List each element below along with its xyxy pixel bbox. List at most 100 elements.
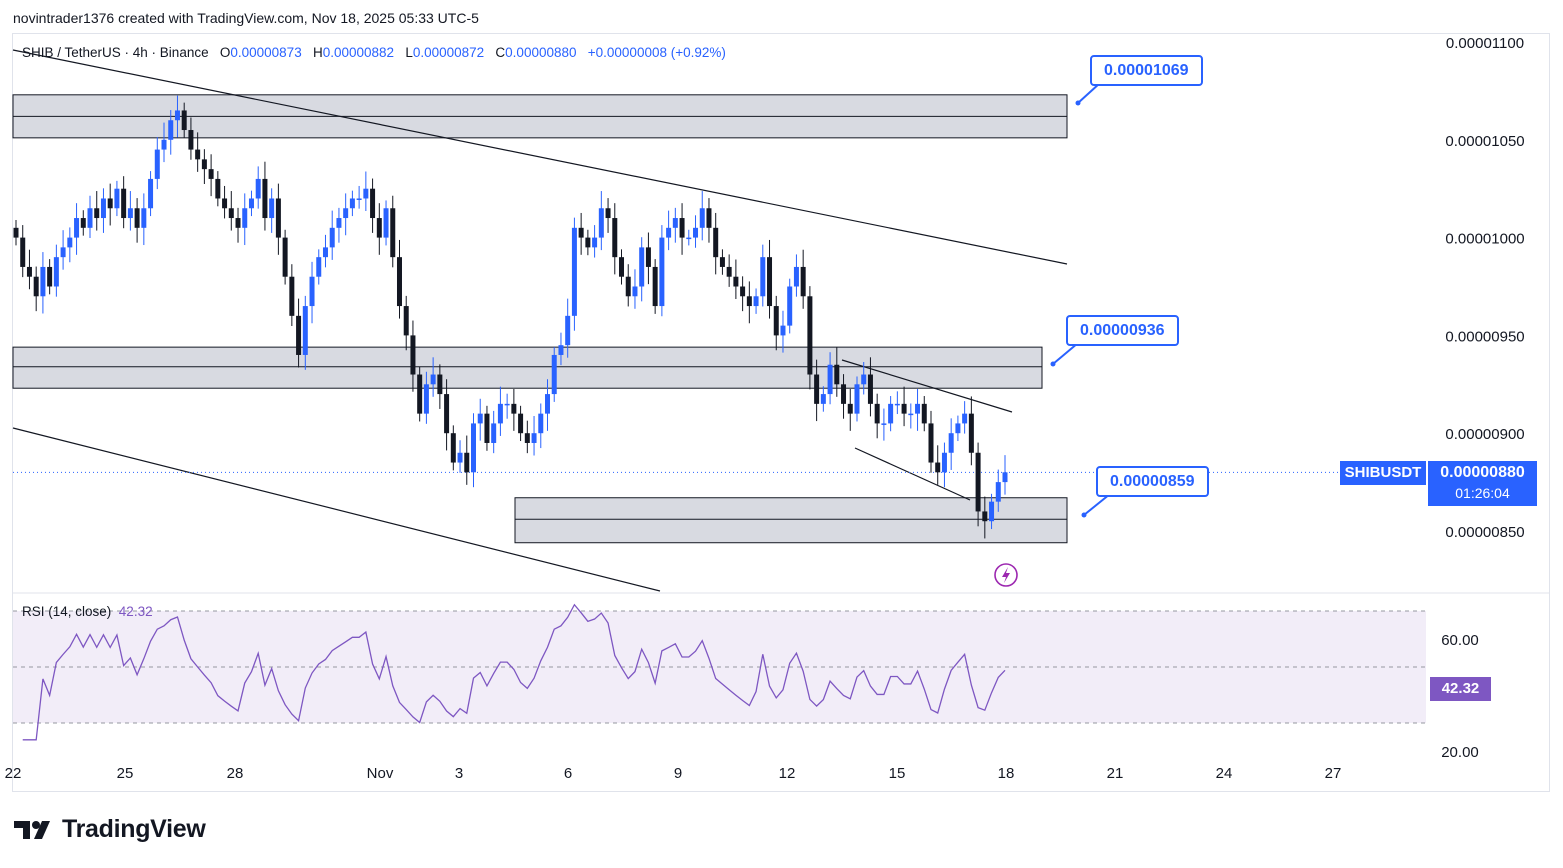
candle-body [854,384,860,414]
callout-pointer [1077,82,1101,104]
candle-body [1002,472,1008,483]
zone-box [12,346,1043,389]
candle-body [955,423,961,434]
candle-body [161,139,167,150]
candle-body [174,110,180,121]
callout-anchor-dot [1050,361,1056,367]
candle-body [47,266,53,287]
brand-name: TradingView [62,815,206,843]
candle-body [713,227,719,258]
candle-body [780,325,786,336]
legend-low-value: 0.00000872 [412,45,485,60]
candle-body [894,403,900,406]
time-tick-label: 28 [227,765,244,782]
candle-body [820,394,826,404]
candle-body [746,296,752,307]
candle-body [188,130,194,150]
candle-body [33,276,39,297]
candle-body [639,247,645,287]
candle-body [612,218,618,258]
candle-body [921,403,927,424]
lightning-icon-bolt [1002,567,1010,583]
candle-body [908,413,914,416]
callout-lower-zone[interactable]: 0.00000859 [1096,466,1209,497]
candle-body [726,266,732,277]
candle-body [208,169,214,179]
callout-upper-zone[interactable]: 0.00001069 [1090,55,1203,86]
last-price-value: 0.00000880 [1440,464,1525,481]
legend-high-label: H [312,45,323,60]
candle-body [968,413,974,453]
time-tick-label: 21 [1107,765,1124,782]
candle-body [693,227,699,238]
candle-body [941,452,947,473]
candle-body [773,306,779,336]
candle-body [26,266,32,277]
candle-body [807,296,813,375]
brand[interactable]: TradingView [14,815,206,844]
candle-body [127,208,133,219]
candle-body [672,218,678,228]
candle-body [834,364,840,385]
candle-body [154,149,160,179]
candle-body [444,394,450,434]
candle-body [652,266,658,307]
candle-body [484,413,490,443]
symbol-tag: SHIBUSDT [1340,461,1426,485]
time-tick-label: 22 [5,765,22,782]
legend-close-label: C [495,45,506,60]
candle-body [598,208,604,238]
candle-body [282,237,288,277]
candle-body [53,257,59,287]
candle-body [40,266,46,297]
candle-body [181,110,187,131]
candle-body [605,208,611,219]
candle-body [100,198,106,219]
time-tick-label: 24 [1216,765,1233,782]
time-tick-label: 25 [117,765,134,782]
time-tick-label: 3 [455,765,463,782]
candle-body [403,306,409,336]
candle-body [248,198,254,209]
candle-body [121,188,127,219]
candle-body [800,266,806,297]
candle-body [370,188,376,219]
legend-open-value: 0.00000873 [230,45,302,60]
candle-body [982,511,988,522]
rsi-tick-label: 60.00 [1441,632,1479,649]
candle-body [861,374,867,385]
candle-body [787,286,793,326]
candle-body [464,452,470,473]
candle-body [767,257,773,307]
candle-body [841,384,847,404]
candle-body [948,433,954,453]
candle-body [793,266,799,287]
callout-middle-zone[interactable]: 0.00000936 [1066,315,1179,346]
candle-body [336,218,342,228]
candle-body [289,276,295,316]
candle-body [867,374,873,404]
candle-body [847,403,853,414]
candle-body [201,159,207,170]
candle-body [74,218,80,238]
candle-body [827,364,833,395]
candle-body [356,198,362,200]
candle-body [585,237,591,248]
trendlines [12,49,1340,592]
price-tick-label: 0.00000900 [1445,426,1524,443]
legend-low-label: L [405,45,413,60]
candle-body [699,208,705,228]
candle-body [989,501,995,522]
candle-body [13,227,19,238]
price-tick-label: 0.00001100 [1446,35,1524,52]
candle-body [915,403,921,414]
candle-body [363,188,369,199]
callout-anchor-dot [1081,512,1087,518]
candle-body [383,208,389,238]
candle-body [995,482,1001,502]
rsi-tick-label: 20.00 [1441,744,1479,761]
rsi-legend-label: RSI (14, close) [22,604,112,619]
candle-body [760,257,766,297]
candle-body [686,237,692,240]
